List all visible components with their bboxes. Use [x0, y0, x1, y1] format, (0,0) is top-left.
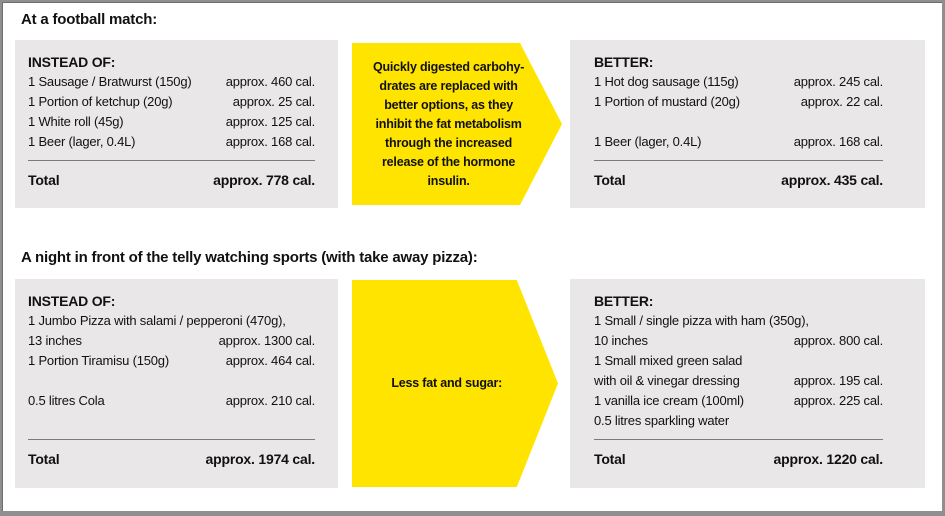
table-row: 1 Small mixed green salad	[594, 351, 883, 371]
row-item: 1 Portion of ketchup (20g)	[28, 94, 173, 109]
table-row: 1 Hot dog sausage (115g) approx. 245 cal…	[594, 72, 883, 92]
row-value: approx. 800 cal.	[793, 333, 884, 348]
table-row: with oil & vinegar dressing approx. 195 …	[594, 371, 883, 391]
row-value: approx. 225 cal.	[793, 393, 884, 408]
table-row: 1 Portion Tiramisu (150g) approx. 464 ca…	[28, 351, 315, 371]
row-value: approx. 168 cal.	[225, 134, 316, 149]
better-box-football: BETTER: 1 Hot dog sausage (115g) approx.…	[570, 40, 925, 208]
row-value: approx. 1300 cal.	[218, 333, 316, 348]
instead-title: INSTEAD OF:	[28, 293, 116, 309]
instead-box-football: INSTEAD OF: 1 Sausage / Bratwurst (150g)…	[15, 40, 338, 208]
row-value: approx. 245 cal.	[793, 74, 884, 89]
instead-box-pizza: INSTEAD OF: 1 Jumbo Pizza with salami / …	[15, 279, 338, 488]
row-value: approx. 210 cal.	[225, 393, 316, 408]
arrow-right-shape: Less fat and sugar:	[352, 280, 558, 487]
row-item: 1 Beer (lager, 0.4L)	[594, 134, 702, 149]
table-row: 1 Portion of mustard (20g) approx. 22 ca…	[594, 92, 883, 112]
total-label: Total	[594, 172, 626, 188]
total-row: Total approx. 435 cal.	[594, 170, 883, 190]
row-item: 1 White roll (45g)	[28, 114, 124, 129]
total-value: approx. 435 cal.	[781, 172, 883, 188]
row-value: approx. 195 cal.	[793, 373, 884, 388]
table-row: 13 inches approx. 1300 cal.	[28, 331, 315, 351]
total-value: approx. 1974 cal.	[205, 451, 316, 467]
total-row: Total approx. 778 cal.	[28, 170, 315, 190]
row-value: approx. 464 cal.	[225, 353, 316, 368]
row-item: 0.5 litres sparkling water	[594, 413, 729, 428]
row-item: 1 Small mixed green salad	[594, 353, 743, 368]
better-title: BETTER:	[594, 54, 654, 70]
total-label: Total	[28, 172, 60, 188]
table-row	[28, 371, 315, 391]
table-row: 1 White roll (45g) approx. 125 cal.	[28, 112, 315, 132]
row-item: 1 Jumbo Pizza with salami / pepperoni (4…	[28, 313, 286, 328]
better-title: BETTER:	[594, 293, 654, 309]
row-item: 13 inches	[28, 333, 82, 348]
section-heading-football-match: At a football match:	[21, 11, 158, 28]
table-row	[594, 112, 883, 132]
table-row	[28, 411, 315, 431]
row-item: 10 inches	[594, 333, 648, 348]
table-row: 1 Beer (lager, 0.4L) approx. 168 cal.	[28, 132, 315, 152]
row-value: approx. 22 cal.	[800, 94, 883, 109]
row-value: approx. 460 cal.	[225, 74, 316, 89]
row-item: 0.5 litres Cola	[28, 393, 105, 408]
total-divider	[594, 439, 883, 440]
row-item: 1 Portion Tiramisu (150g)	[28, 353, 169, 368]
row-item: 1 Hot dog sausage (115g)	[594, 74, 739, 89]
row-item: 1 Small / single pizza with ham (350g),	[594, 313, 809, 328]
table-row: 1 Portion of ketchup (20g) approx. 25 ca…	[28, 92, 315, 112]
total-divider	[28, 160, 315, 161]
total-label: Total	[594, 451, 626, 467]
row-item: 1 Beer (lager, 0.4L)	[28, 134, 136, 149]
total-row: Total approx. 1220 cal.	[594, 449, 883, 469]
table-row: 1 vanilla ice cream (100ml) approx. 225 …	[594, 391, 883, 411]
table-row: 0.5 litres Cola approx. 210 cal.	[28, 391, 315, 411]
table-row: 1 Jumbo Pizza with salami / pepperoni (4…	[28, 311, 315, 331]
table-row: 0.5 litres sparkling water	[594, 411, 883, 431]
table-row: 1 Small / single pizza with ham (350g),	[594, 311, 883, 331]
arrow-annotation: Less fat and sugar:	[391, 376, 503, 390]
total-divider	[594, 160, 883, 161]
total-label: Total	[28, 451, 60, 467]
total-value: approx. 778 cal.	[213, 172, 315, 188]
row-item: 1 vanilla ice cream (100ml)	[594, 393, 744, 408]
row-value: approx. 168 cal.	[793, 134, 884, 149]
total-divider	[28, 439, 315, 440]
total-row: Total approx. 1974 cal.	[28, 449, 315, 469]
total-value: approx. 1220 cal.	[773, 451, 884, 467]
row-item: 1 Portion of mustard (20g)	[594, 94, 740, 109]
table-row: 1 Beer (lager, 0.4L) approx. 168 cal.	[594, 132, 883, 152]
row-value: approx. 125 cal.	[225, 114, 316, 129]
table-row: 1 Sausage / Bratwurst (150g) approx. 460…	[28, 72, 315, 92]
instead-title: INSTEAD OF:	[28, 54, 116, 70]
better-box-pizza: BETTER: 1 Small / single pizza with ham …	[570, 279, 925, 488]
row-value: approx. 25 cal.	[232, 94, 315, 109]
section-heading-telly-night: A night in front of the telly watching s…	[21, 249, 478, 266]
table-row: 10 inches approx. 800 cal.	[594, 331, 883, 351]
row-item: 1 Sausage / Bratwurst (150g)	[28, 74, 192, 89]
arrow-annotation: Quickly digested carbohy- drates are rep…	[372, 59, 525, 188]
arrow-right-shape: Quickly digested carbohy- drates are rep…	[352, 43, 562, 205]
row-item: with oil & vinegar dressing	[594, 373, 740, 388]
